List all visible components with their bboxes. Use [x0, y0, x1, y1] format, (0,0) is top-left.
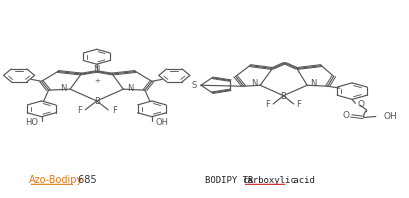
Text: acid: acid: [287, 175, 314, 185]
Text: N: N: [309, 79, 316, 88]
Text: S: S: [191, 81, 196, 90]
Text: F: F: [265, 100, 270, 109]
Text: O: O: [342, 111, 349, 120]
Text: N: N: [60, 84, 67, 93]
Text: F: F: [76, 106, 81, 115]
Text: B: B: [280, 91, 286, 101]
Text: +: +: [94, 78, 100, 84]
Text: N: N: [93, 65, 100, 74]
Text: Azo-Bodipy: Azo-Bodipy: [28, 175, 83, 185]
Text: B: B: [94, 97, 99, 106]
Text: carboxylic: carboxylic: [242, 175, 296, 185]
Text: O: O: [357, 100, 364, 109]
Text: F: F: [112, 106, 117, 115]
Text: OH: OH: [383, 112, 397, 121]
Text: BODIPY TR: BODIPY TR: [204, 175, 258, 185]
Text: N: N: [250, 79, 256, 88]
Text: N: N: [126, 84, 133, 93]
Text: 685: 685: [75, 175, 97, 185]
Text: HO: HO: [25, 118, 38, 128]
Text: F: F: [296, 100, 301, 109]
Text: OH: OH: [155, 118, 168, 128]
